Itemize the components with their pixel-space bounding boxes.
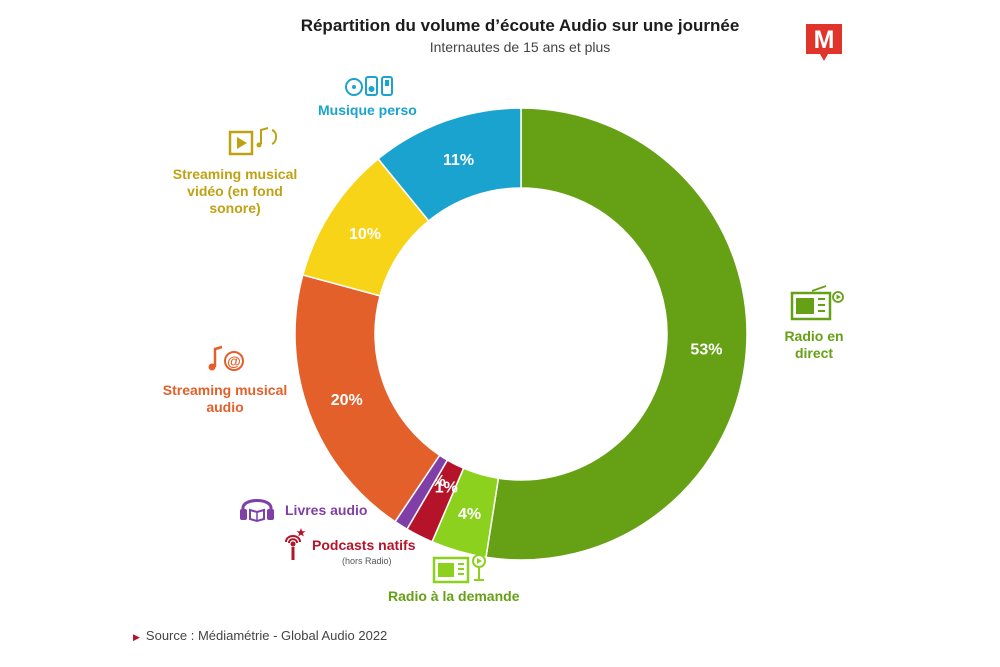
radio-replay-icon: [432, 554, 486, 584]
label-podcasts-sub: (hors Radio): [342, 556, 392, 566]
source-marker-icon: ▶: [133, 632, 140, 642]
donut-value-label-3: 1%: [435, 480, 458, 497]
donut-slice-4: [294, 274, 441, 523]
headphones-book-icon: [240, 499, 274, 523]
label-musique-perso: Musique perso: [318, 102, 417, 118]
donut-slice-0: [485, 107, 748, 561]
donut-value-label-1: 4%: [458, 506, 481, 523]
label-podcasts: Podcasts natifs: [312, 537, 416, 553]
music-note-icon: @: [208, 345, 244, 371]
donut-value-label-6: 11%: [443, 152, 474, 169]
label-radio-direct: Radio en direct: [784, 328, 844, 361]
source-text: Source : Médiamétrie - Global Audio 2022: [145, 628, 388, 643]
donut-value-label-5: 10%: [349, 226, 381, 243]
donut-slice-6: [377, 107, 522, 222]
svg-text:@: @: [227, 353, 241, 369]
label-livres-audio: Livres audio: [285, 502, 368, 518]
label-streaming-video: Streaming musical vidéo (en fond sonore): [172, 166, 298, 216]
label-radio-demande: Radio à la demande: [388, 588, 520, 604]
cd-player-icon: [345, 76, 393, 96]
podcast-mic-icon: [285, 528, 306, 560]
mediametrie-logo: M: [806, 24, 842, 61]
donut-value-label-0: 53%: [690, 341, 722, 358]
svg-text:M: M: [814, 26, 835, 54]
chart-title: Répartition du volume d’écoute Audio sur…: [300, 16, 740, 35]
label-streaming-audio: Streaming musical audio: [162, 382, 288, 415]
chart-subtitle: Internautes de 15 ans et plus: [429, 39, 611, 55]
radio-icon: [790, 285, 844, 321]
donut-value-label-4: 20%: [331, 392, 363, 409]
video-play-icon: [228, 127, 278, 156]
source-note: ▶ Source : Médiamétrie - Global Audio 202…: [133, 628, 387, 643]
